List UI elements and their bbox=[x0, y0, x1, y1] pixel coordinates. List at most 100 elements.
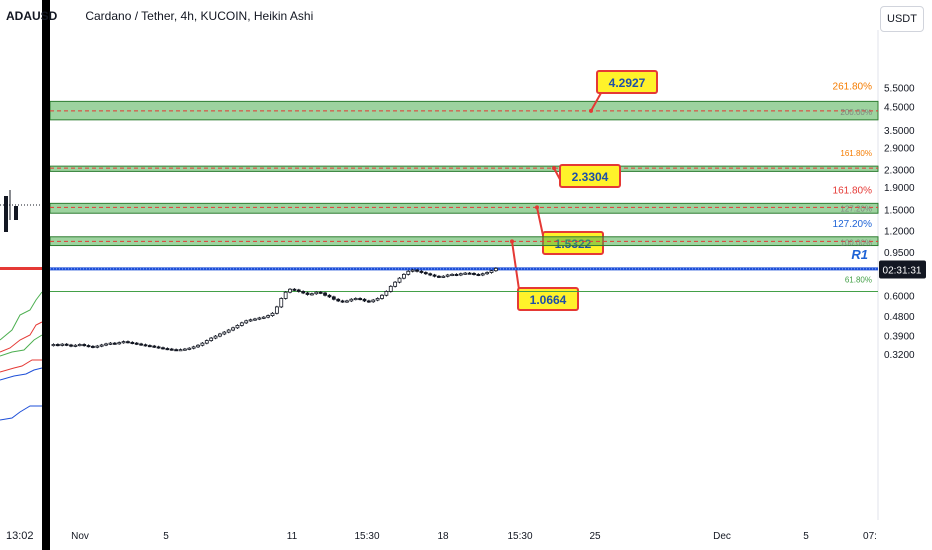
y-tick-label: 1.5000 bbox=[884, 205, 915, 216]
candle bbox=[467, 272, 472, 275]
candle bbox=[296, 289, 301, 292]
candle bbox=[423, 272, 428, 275]
candle bbox=[358, 298, 363, 301]
left-time-label: 13:02 bbox=[6, 530, 34, 542]
candle bbox=[169, 348, 174, 351]
candle bbox=[419, 270, 424, 273]
candle bbox=[99, 344, 104, 347]
fib-label: 261.80% bbox=[833, 81, 873, 92]
candle bbox=[117, 342, 122, 345]
candle bbox=[489, 270, 494, 273]
candle bbox=[174, 349, 179, 352]
candle bbox=[108, 342, 113, 345]
candle bbox=[161, 347, 165, 350]
y-tick-label: 4.5000 bbox=[884, 102, 915, 113]
candle bbox=[143, 344, 148, 347]
x-tick-label: 5 bbox=[163, 531, 169, 542]
candle bbox=[310, 293, 314, 296]
candle bbox=[196, 344, 200, 348]
candle bbox=[187, 347, 192, 350]
y-tick-label: 0.6000 bbox=[884, 291, 915, 302]
candle bbox=[270, 312, 275, 317]
candle bbox=[86, 345, 91, 348]
candle bbox=[450, 273, 454, 276]
candle bbox=[314, 291, 319, 295]
candle bbox=[445, 274, 450, 277]
y-tick-label: 3.5000 bbox=[884, 126, 915, 137]
candle bbox=[95, 345, 100, 348]
x-tick-label: Nov bbox=[71, 531, 89, 542]
callout-anchor bbox=[589, 108, 593, 113]
mini-red-level bbox=[0, 267, 42, 270]
fib-sub-label: 100.00% bbox=[840, 238, 872, 247]
symbol-label[interactable]: ADAUSD bbox=[6, 9, 58, 23]
candle bbox=[60, 343, 65, 346]
x-tick-label: 18 bbox=[437, 531, 449, 542]
candle bbox=[239, 322, 244, 326]
candle bbox=[104, 343, 108, 346]
fib-label: 161.80% bbox=[833, 185, 873, 196]
x-tick-label: 25 bbox=[589, 531, 601, 542]
candle bbox=[454, 273, 459, 276]
candle bbox=[266, 315, 271, 318]
candle bbox=[397, 277, 402, 283]
callout-anchor bbox=[535, 205, 539, 210]
candle bbox=[458, 273, 463, 276]
candle bbox=[384, 291, 389, 296]
candle bbox=[362, 298, 367, 302]
candle bbox=[437, 275, 441, 278]
candle bbox=[441, 275, 446, 278]
candle bbox=[349, 298, 354, 302]
x-tick-label: Dec bbox=[713, 531, 731, 542]
callout-box bbox=[517, 287, 579, 311]
mini-indicator-line bbox=[0, 405, 42, 421]
currency-button[interactable]: USDT bbox=[880, 6, 924, 32]
candle bbox=[375, 298, 380, 301]
y-tick-label: 1.9000 bbox=[884, 183, 915, 194]
fib-sub-label: 127.20% bbox=[840, 204, 872, 213]
candle bbox=[69, 344, 73, 347]
candle bbox=[248, 319, 253, 322]
candle bbox=[222, 331, 227, 335]
target-price-label: 4.2927 bbox=[609, 76, 646, 90]
candle bbox=[283, 291, 288, 299]
candle bbox=[191, 346, 196, 349]
candle bbox=[432, 274, 437, 277]
candle bbox=[336, 298, 341, 302]
target-zone bbox=[49, 202, 879, 214]
candle bbox=[279, 298, 284, 308]
x-tick-label: 07: bbox=[863, 531, 877, 542]
fib-sub-label: 200.00% bbox=[840, 108, 872, 117]
candle bbox=[134, 342, 139, 345]
y-tick-label: 0.4800 bbox=[884, 312, 915, 323]
callout-box bbox=[596, 70, 658, 94]
candle bbox=[147, 345, 152, 348]
candle bbox=[182, 348, 187, 351]
candle bbox=[353, 298, 358, 301]
candle bbox=[331, 296, 336, 300]
candle bbox=[401, 273, 406, 279]
fib-label: 127.20% bbox=[833, 219, 873, 230]
candle bbox=[480, 273, 485, 276]
candle bbox=[410, 269, 415, 272]
callout-box bbox=[559, 164, 621, 188]
x-tick-label: 15:30 bbox=[354, 531, 379, 542]
mini-indicator-line bbox=[0, 291, 43, 341]
price-tag: 02:31:31 bbox=[883, 265, 922, 276]
mini-indicator-line bbox=[0, 334, 43, 357]
x-tick-label: 15:30 bbox=[507, 531, 532, 542]
symbol-description: Cardano / Tether, 4h, KUCOIN, Heikin Ash… bbox=[85, 9, 314, 23]
y-tick-label: 2.9000 bbox=[884, 144, 915, 155]
candle bbox=[165, 348, 170, 351]
candle bbox=[345, 300, 349, 303]
y-tick-label: 0.3200 bbox=[884, 350, 915, 361]
panel-divider[interactable] bbox=[42, 0, 50, 550]
candle bbox=[463, 272, 468, 275]
candle bbox=[218, 333, 222, 337]
y-tick-label: 0.3900 bbox=[884, 332, 915, 343]
candle bbox=[323, 292, 327, 296]
candle bbox=[51, 344, 56, 347]
price-tag-bg bbox=[879, 260, 926, 279]
y-tick-label: 1.2000 bbox=[884, 226, 915, 237]
